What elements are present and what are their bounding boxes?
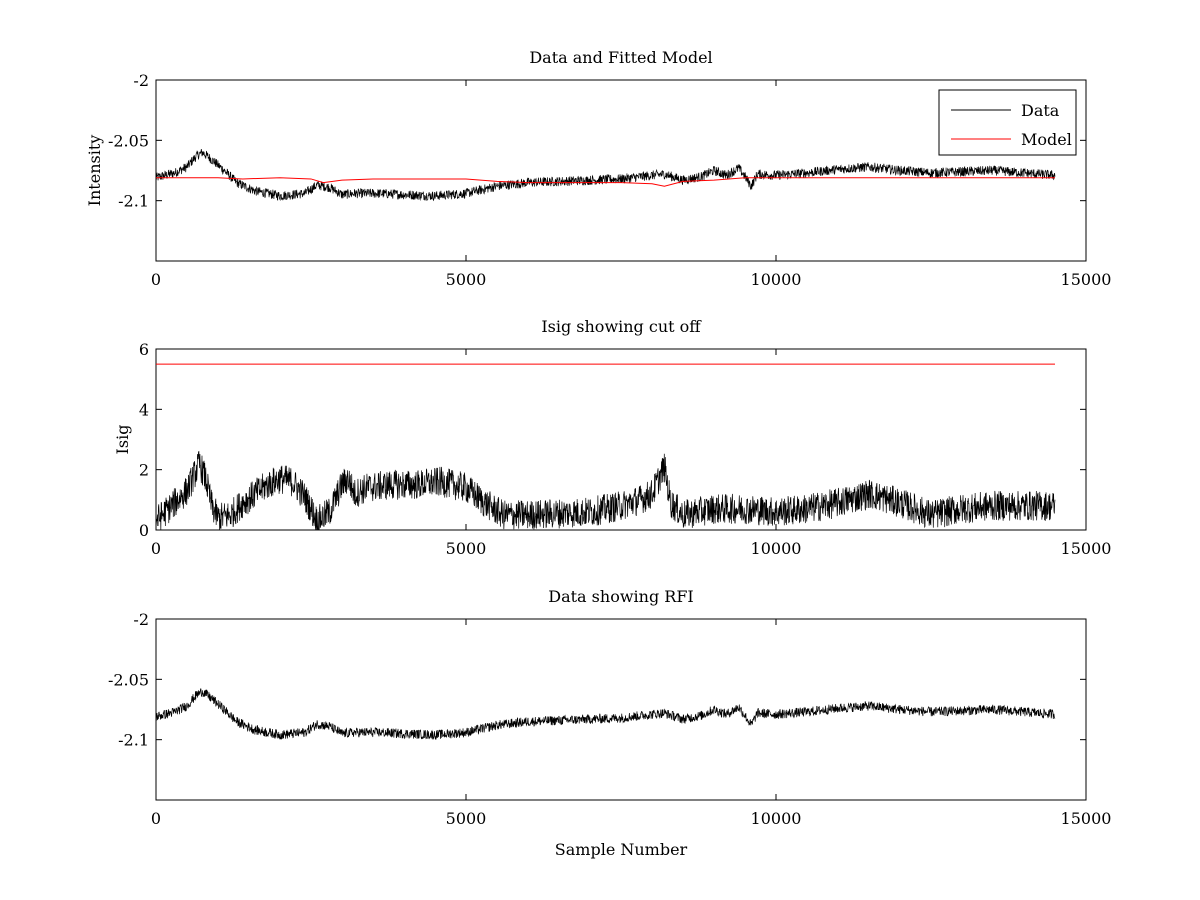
y-axis-label: Intensity bbox=[85, 135, 104, 207]
series-line-1 bbox=[156, 688, 1056, 740]
x-tick-label: 0 bbox=[151, 539, 161, 558]
subplot-1: 0 5000 10000 15000 -2.1 -2.05 -2 Data and Fitte… bbox=[85, 48, 1111, 289]
y-tick-label: 2 bbox=[139, 461, 149, 480]
y-axis-label: Isig bbox=[113, 425, 132, 455]
subplot-2: 0 5000 10000 15000 0 2 4 6 Isig showing cut off I… bbox=[113, 317, 1111, 558]
y-tick-label: -2 bbox=[133, 71, 149, 90]
x-tick-label: 5000 bbox=[446, 539, 487, 558]
axes-box bbox=[155, 618, 1087, 801]
x-tick-label: 15000 bbox=[1061, 539, 1112, 558]
x-tick-label: 0 bbox=[151, 270, 161, 289]
y-tick-label: -2.05 bbox=[108, 131, 149, 150]
x-tick-label: 15000 bbox=[1061, 809, 1112, 828]
y-tick-label: 4 bbox=[139, 400, 149, 419]
x-tick-label: 5000 bbox=[446, 270, 487, 289]
y-tick-label: -2.1 bbox=[118, 731, 149, 750]
subplot-3: 0 5000 10000 15000 -2.1 -2.05 -2 Data showing R… bbox=[108, 587, 1111, 859]
x-tick-label: 5000 bbox=[446, 809, 487, 828]
x-tick-label: 10000 bbox=[751, 809, 802, 828]
series-line-1 bbox=[156, 450, 1056, 530]
y-tick-label: 0 bbox=[139, 521, 149, 540]
x-tick-label: 15000 bbox=[1061, 270, 1112, 289]
y-tick-label: -2.05 bbox=[108, 670, 149, 689]
x-tick-label: 0 bbox=[151, 809, 161, 828]
legend-label-model: Model bbox=[1021, 130, 1072, 149]
legend: Data Model bbox=[938, 89, 1077, 156]
legend-label-data: Data bbox=[1021, 101, 1060, 120]
y-tick-label: -2.1 bbox=[118, 192, 149, 211]
series-line-data bbox=[156, 149, 1056, 202]
x-axis-label: Sample Number bbox=[555, 840, 688, 859]
x-tick-label: 10000 bbox=[751, 270, 802, 289]
chart-title: Data showing RFI bbox=[548, 587, 693, 606]
series-line-model bbox=[156, 177, 1055, 187]
chart-title: Data and Fitted Model bbox=[529, 48, 712, 67]
chart-title: Isig showing cut off bbox=[541, 317, 702, 336]
legend-box bbox=[938, 89, 1077, 156]
y-tick-label: 6 bbox=[139, 340, 149, 359]
y-tick-label: -2 bbox=[133, 610, 149, 629]
x-tick-label: 10000 bbox=[751, 539, 802, 558]
